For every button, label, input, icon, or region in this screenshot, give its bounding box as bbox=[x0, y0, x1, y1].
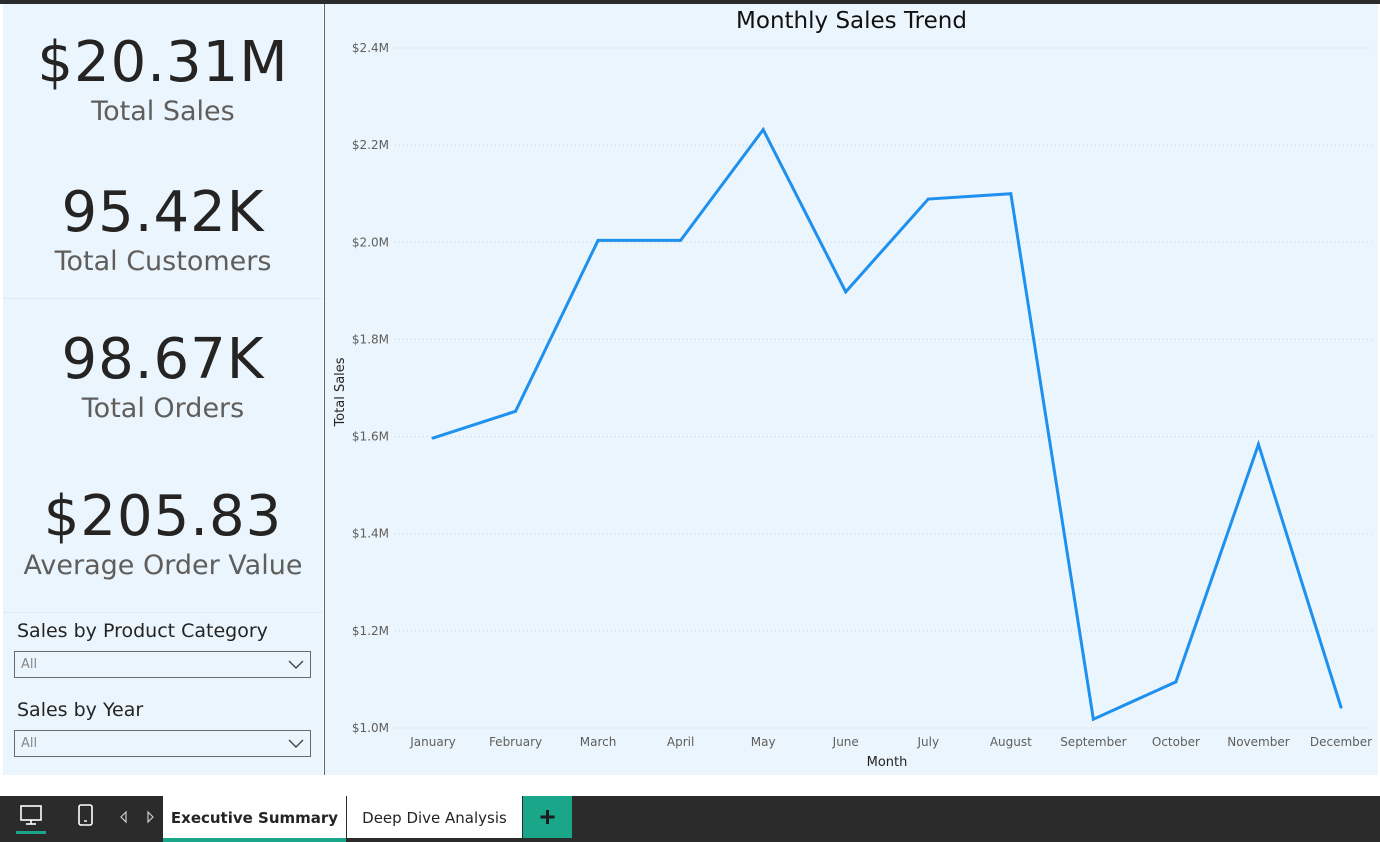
kpi-card-total-sales[interactable]: $20.31M Total Sales bbox=[3, 30, 323, 128]
x-tick-label: February bbox=[489, 735, 542, 749]
series-line bbox=[432, 126, 1343, 722]
card-divider bbox=[3, 298, 323, 299]
dropdown-value: All bbox=[21, 657, 38, 672]
y-axis-title: Total Sales bbox=[333, 357, 348, 427]
kpi-value: 98.67K bbox=[61, 327, 265, 392]
dropdown-value: All bbox=[21, 736, 38, 751]
triangle-right-icon[interactable] bbox=[143, 796, 157, 838]
x-tick-label: January bbox=[409, 735, 456, 749]
data-point bbox=[844, 290, 848, 294]
data-point bbox=[679, 238, 683, 242]
y-tick-label: $1.4M bbox=[352, 527, 389, 541]
x-tick-label: August bbox=[990, 735, 1032, 749]
kpi-panel bbox=[3, 4, 323, 775]
data-point bbox=[431, 436, 435, 440]
monitor-icon[interactable] bbox=[14, 796, 48, 836]
chevron-down-icon bbox=[288, 739, 304, 748]
line-chart: $1.0M $1.2M $1.4M $1.6M $1.8M $2.0M $2.2M $2.4M… bbox=[333, 41, 1373, 770]
kpi-value: $20.31M bbox=[37, 30, 289, 95]
card-divider bbox=[3, 612, 323, 613]
chevron-down-icon bbox=[288, 660, 304, 669]
y-tick-label: $1.2M bbox=[352, 624, 389, 638]
slicer-title-product-category: Sales by Product Category bbox=[17, 620, 268, 642]
x-tick-label: December bbox=[1310, 735, 1372, 749]
x-tick-label: April bbox=[667, 735, 694, 749]
data-point bbox=[926, 197, 930, 201]
kpi-card-total-customers[interactable]: 95.42K Total Customers bbox=[3, 180, 323, 278]
x-tick-label: November bbox=[1227, 735, 1289, 749]
y-tick-label: $1.0M bbox=[352, 721, 389, 735]
y-tick-label: $1.6M bbox=[352, 430, 389, 444]
y-tick-label: $1.8M bbox=[352, 332, 389, 346]
x-tick-label: October bbox=[1152, 735, 1200, 749]
y-tick-label: $2.2M bbox=[352, 138, 389, 152]
phone-icon[interactable] bbox=[74, 796, 98, 836]
kpi-card-total-orders[interactable]: 98.67K Total Orders bbox=[3, 327, 323, 425]
kpi-label: Total Customers bbox=[54, 246, 272, 277]
data-point bbox=[1174, 680, 1178, 684]
x-tick-label: March bbox=[580, 735, 617, 749]
x-tick-label: May bbox=[751, 735, 776, 749]
tab-executive-summary[interactable]: Executive Summary bbox=[163, 796, 346, 842]
window-top-border bbox=[0, 0, 1380, 4]
page-tab-bar: Executive Summary Deep Dive Analysis bbox=[0, 796, 1380, 842]
monthly-sales-trend-visual[interactable]: Monthly Sales Trend $1.0M $1.2M $1.4M $1.6M… bbox=[324, 4, 1378, 775]
plus-icon bbox=[540, 810, 555, 824]
year-dropdown[interactable]: All bbox=[14, 730, 311, 757]
product-category-dropdown[interactable]: All bbox=[14, 651, 311, 678]
kpi-card-average-order-value[interactable]: $205.83 Average Order Value bbox=[3, 484, 323, 582]
triangle-left-icon[interactable] bbox=[117, 796, 131, 838]
y-tick-label: $2.4M bbox=[352, 41, 389, 55]
data-point bbox=[1091, 717, 1095, 721]
add-page-button[interactable] bbox=[523, 796, 572, 838]
x-axis-title: Month bbox=[867, 755, 908, 770]
data-point bbox=[1256, 442, 1260, 446]
tab-deep-dive-analysis[interactable]: Deep Dive Analysis bbox=[347, 796, 522, 838]
kpi-label: Total Orders bbox=[81, 393, 245, 424]
kpi-value: $205.83 bbox=[43, 484, 283, 549]
data-point bbox=[514, 409, 518, 413]
slicer-title-year: Sales by Year bbox=[17, 699, 144, 721]
chart-title: Monthly Sales Trend bbox=[736, 8, 967, 34]
x-tick-label: September bbox=[1060, 735, 1126, 749]
y-tick-label: $2.0M bbox=[352, 235, 389, 249]
kpi-label: Total Sales bbox=[91, 96, 235, 127]
kpi-value: 95.42K bbox=[61, 180, 265, 245]
x-tick-label: July bbox=[916, 735, 939, 749]
data-point bbox=[1009, 192, 1013, 196]
kpi-label: Average Order Value bbox=[23, 550, 303, 581]
data-point bbox=[761, 128, 765, 132]
x-tick-label: June bbox=[832, 735, 859, 749]
data-point bbox=[596, 238, 600, 242]
data-point bbox=[1339, 705, 1343, 709]
